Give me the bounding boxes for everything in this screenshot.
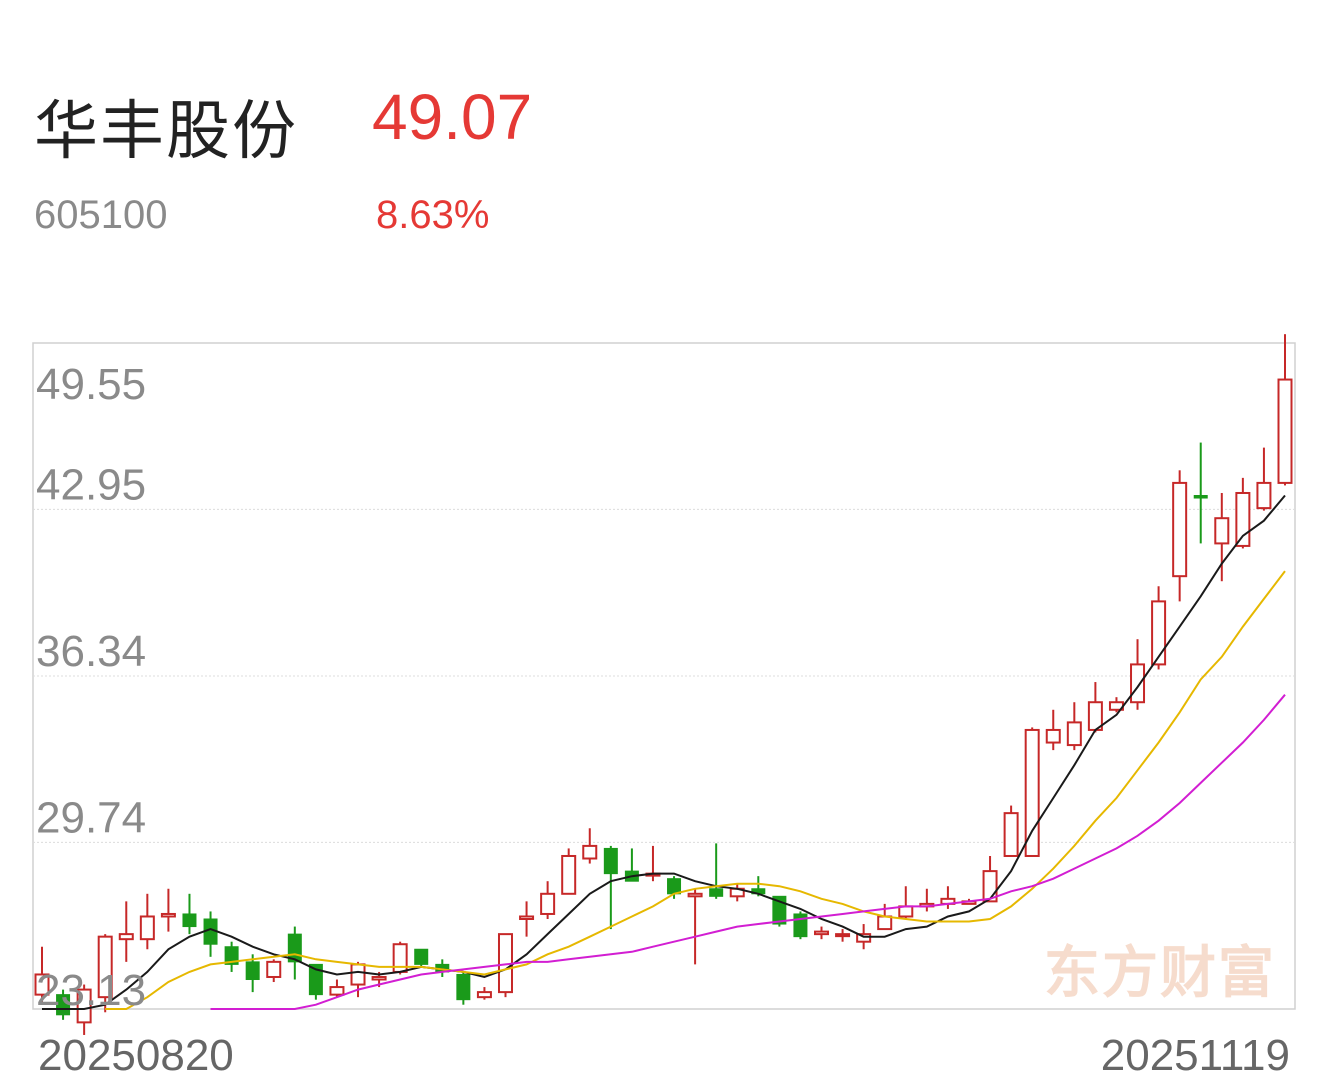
candle [729,883,745,902]
candle [182,893,197,935]
candle [1235,477,1251,549]
candle [245,954,260,993]
x-tick-1: 20251119 [1101,1031,1290,1080]
candle [414,948,429,967]
candle [687,888,703,965]
candle [139,893,155,950]
candle [645,845,661,882]
candle [1172,470,1188,602]
y-tick-label: 49.55 [36,360,146,409]
candle [1256,447,1272,511]
x-tick-0: 20250820 [38,1031,234,1080]
candle [561,848,577,895]
candle [1024,727,1040,857]
candle [793,911,808,940]
candle [160,888,176,932]
candle [1214,492,1230,582]
candle [1130,639,1146,710]
candle [1003,805,1019,857]
stock-name: 华丰股份 [34,95,298,169]
candle [856,924,872,950]
candle [709,843,724,899]
candle [898,886,914,920]
candle [456,971,471,1005]
candle [814,926,830,940]
candle [1087,682,1103,733]
candle [919,888,935,912]
ma-line-ma20 [210,694,1286,1010]
watermark-logo: 东方财富 [1044,941,1276,1006]
stock-code: 605100 [34,193,168,237]
candle [667,876,682,899]
candle [118,901,134,962]
candle [287,926,302,980]
candle [982,855,998,903]
candle [76,984,92,1035]
y-tick-label: 42.95 [36,460,146,509]
candle [34,946,50,1005]
ma-line-ma5 [42,494,1286,1010]
candle [1277,334,1293,486]
candle [476,987,492,1000]
y-tick-label: 36.34 [36,627,146,676]
y-tick-label: 29.74 [36,793,146,842]
candle [1066,702,1082,751]
candle [603,845,618,930]
candle [329,979,345,998]
candle [519,901,535,937]
candle [308,963,323,1000]
candle [203,911,218,957]
candle [392,941,408,975]
candle [266,959,282,983]
candle [224,941,239,972]
ma-line-ma10 [105,570,1286,1010]
y-tick-label: 23.13 [36,966,146,1015]
candle [540,881,556,920]
candle [1151,586,1167,670]
change-percent: 8.63% [376,193,490,237]
candle [835,929,851,942]
candle [582,828,598,864]
candle [940,886,956,909]
candle [1045,709,1061,751]
candle [1193,442,1208,544]
stock-price: 49.07 [372,81,533,153]
